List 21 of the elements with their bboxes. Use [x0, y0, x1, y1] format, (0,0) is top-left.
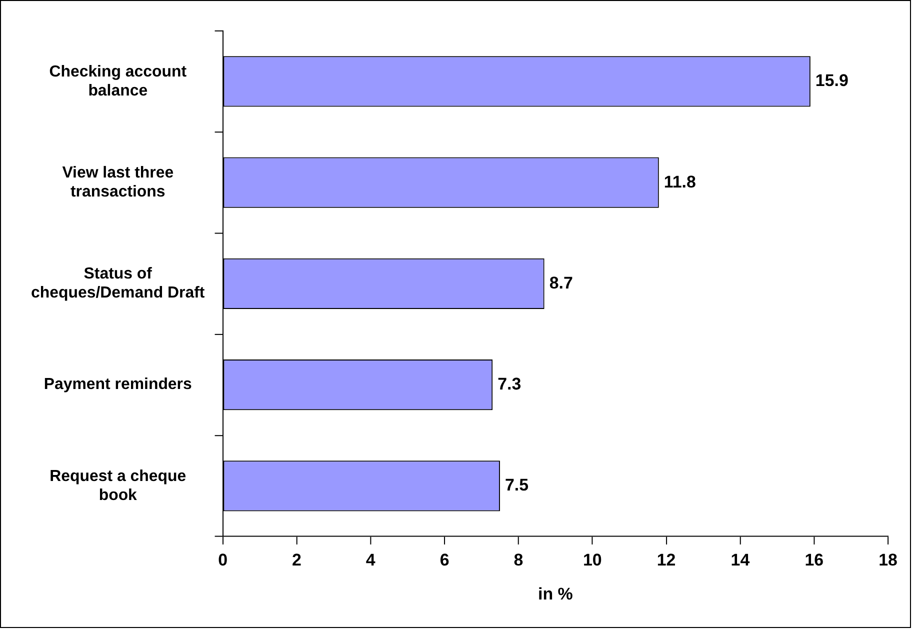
- data-label: 15.9: [815, 71, 848, 90]
- x-axis-title: in %: [538, 584, 573, 604]
- x-tick-label: 12: [656, 550, 676, 570]
- x-tick-label: 18: [878, 550, 898, 570]
- x-tick-label: 0: [218, 550, 228, 570]
- data-label: 8.7: [549, 273, 573, 292]
- data-label: 11.8: [664, 172, 696, 192]
- x-tick-label: 6: [440, 550, 450, 570]
- y-tick-label: Checking account balance: [49, 63, 188, 100]
- y-tick-label: View last three transactions: [62, 164, 174, 201]
- y-tick-label: Status of cheques/Demand Draft: [31, 266, 206, 302]
- y-tick-label: Request a cheque book: [50, 468, 186, 504]
- data-label: 7.3: [498, 374, 522, 394]
- x-tick-label: 2: [292, 550, 302, 570]
- x-tick-label: 4: [366, 550, 376, 570]
- data-label: 7.5: [504, 476, 529, 495]
- x-tick-label: 8: [514, 550, 524, 570]
- y-tick-label: Payment reminders: [44, 376, 192, 394]
- x-tick-label: 14: [730, 550, 750, 570]
- x-tick-label: 10: [582, 550, 602, 570]
- x-tick-label: 16: [804, 550, 824, 570]
